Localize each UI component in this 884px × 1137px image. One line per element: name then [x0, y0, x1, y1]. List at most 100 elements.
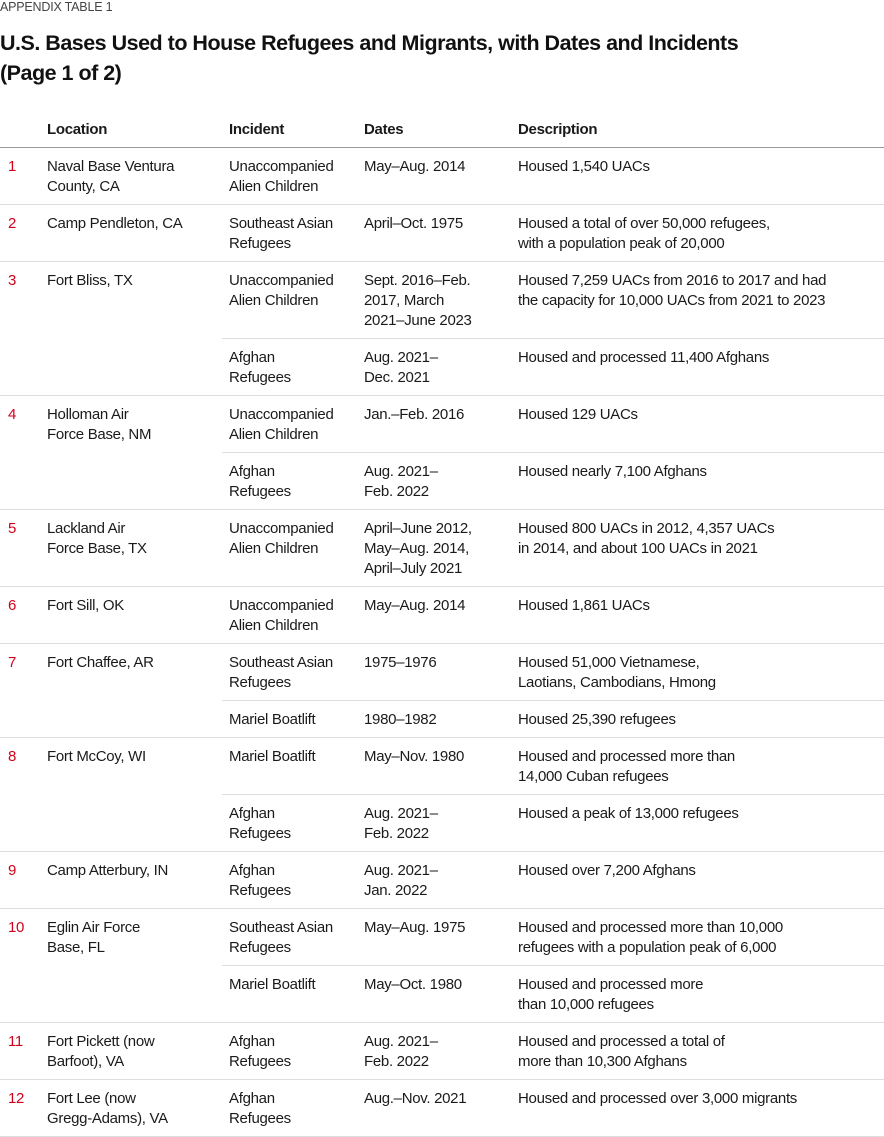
description-cell-line: 14,000 Cuban refugees: [518, 768, 669, 785]
row-number: 3: [0, 261, 47, 396]
dates-cell-line: Jan.–Feb. 2016: [364, 406, 465, 423]
appendix-label: APPENDIX TABLE 1: [0, 0, 113, 14]
incident-cell: Mariel Boatlift: [222, 737, 364, 795]
incident-cell-line: Afghan: [229, 1090, 275, 1107]
bases-table: Location Incident Dates Description 1 Nav…: [0, 112, 884, 1137]
incident-cell-line: Unaccompanied: [229, 158, 334, 175]
dates-cell-line: Feb. 2022: [364, 1053, 429, 1070]
incident-cell-line: Southeast Asian: [229, 654, 333, 671]
location-cell: Fort Lee (now Gregg-Adams), VA: [47, 1079, 222, 1137]
description-cell: Housed a peak of 13,000 refugees: [518, 794, 884, 852]
dates-cell: May–Oct. 1980: [364, 965, 518, 1023]
header-number: [0, 112, 47, 148]
dates-cell: May–Nov. 1980: [364, 737, 518, 795]
table-row: 2 Camp Pendleton, CA Southeast Asian Refuge…: [0, 204, 884, 262]
description-cell-line: than 10,000 refugees: [518, 996, 654, 1013]
location-cell: Naval Base Ventura County, CA: [47, 147, 222, 205]
incident-cell-line: Alien Children: [229, 617, 319, 634]
dates-cell-line: April–July 2021: [364, 560, 463, 577]
incident-cell-line: Mariel Boatlift: [229, 748, 316, 765]
page-title: U.S. Bases Used to House Refugees and Mi…: [0, 28, 884, 88]
description-cell-line: the capacity for 10,000 UACs from 2021 t…: [518, 292, 826, 309]
description-cell-line: Housed and processed more than 10,000: [518, 919, 783, 936]
description-cell: Housed and processed a total of more than…: [518, 1022, 884, 1080]
description-cell: Housed a total of over 50,000 refugees, w…: [518, 204, 884, 262]
description-cell: Housed 25,390 refugees: [518, 700, 884, 738]
dates-cell-line: Aug. 2021–: [364, 1033, 438, 1050]
description-cell-line: Housed 7,259 UACs from 2016 to 2017 and …: [518, 272, 827, 289]
description-cell-line: Housed nearly 7,100 Afghans: [518, 463, 707, 480]
description-cell: Housed and processed more than 14,000 Cub…: [518, 737, 884, 795]
incident-cell-line: Unaccompanied: [229, 272, 334, 289]
dates-cell-line: May–Aug. 2014: [364, 597, 466, 614]
table-row: 11 Fort Pickett (now Barfoot), VA Afghan Ref…: [0, 1022, 884, 1080]
location-cell-line: Fort Bliss, TX: [47, 272, 133, 289]
dates-cell-line: Sept. 2016–Feb.: [364, 272, 471, 289]
dates-cell-line: April–June 2012,: [364, 520, 472, 537]
location-cell-line: Holloman Air: [47, 406, 129, 423]
incident-cell-line: Unaccompanied: [229, 597, 334, 614]
incident-cell: Afghan Refugees: [222, 338, 364, 396]
incident-cell-line: Afghan: [229, 805, 275, 822]
description-cell-line: more than 10,300 Afghans: [518, 1053, 687, 1070]
incident-cell-line: Mariel Boatlift: [229, 711, 316, 728]
dates-cell-line: Feb. 2022: [364, 483, 429, 500]
incident-cell-line: Southeast Asian: [229, 215, 333, 232]
incident-cell: Afghan Refugees: [222, 851, 364, 909]
row-number: 9: [0, 851, 47, 909]
table-row: 1 Naval Base Ventura County, CA Unaccompani…: [0, 147, 884, 205]
dates-cell-line: 2021–June 2023: [364, 312, 472, 329]
dates-cell-line: May–Oct. 1980: [364, 976, 462, 993]
location-cell-line: Camp Pendleton, CA: [47, 215, 183, 232]
dates-cell-line: Aug. 2021–: [364, 805, 438, 822]
title-line-2: (Page 1 of 2): [0, 61, 122, 85]
dates-cell: Aug.–Nov. 2021: [364, 1079, 518, 1137]
location-cell: Fort Pickett (now Barfoot), VA: [47, 1022, 222, 1080]
header-description: Description: [518, 112, 884, 148]
location-cell: Camp Atterbury, IN: [47, 851, 222, 909]
dates-cell: May–Aug. 2014: [364, 586, 518, 644]
location-cell-line: Fort Pickett (now: [47, 1033, 155, 1050]
description-cell-line: Housed and processed more than: [518, 748, 735, 765]
description-cell-line: Housed over 7,200 Afghans: [518, 862, 696, 879]
location-cell: Fort Chaffee, AR: [47, 643, 222, 738]
header-dates: Dates: [364, 112, 518, 148]
description-cell: Housed and processed 11,400 Afghans: [518, 338, 884, 396]
location-cell: Fort McCoy, WI: [47, 737, 222, 852]
dates-cell-line: May–Aug. 2014,: [364, 540, 470, 557]
dates-cell: April–June 2012, May–Aug. 2014, April–July…: [364, 509, 518, 587]
incident-cell: Southeast Asian Refugees: [222, 908, 364, 966]
table-row: 6 Fort Sill, OK Unaccompanied Alien Childre…: [0, 586, 884, 644]
description-cell: Housed 129 UACs: [518, 395, 884, 453]
incident-cell-line: Afghan: [229, 349, 275, 366]
incident-cell-line: Refugees: [229, 235, 291, 252]
location-cell-line: Gregg-Adams), VA: [47, 1110, 168, 1127]
incident-cell: Mariel Boatlift: [222, 700, 364, 738]
description-cell-line: Housed and processed over 3,000 migrants: [518, 1090, 798, 1107]
dates-cell-line: 1975–1976: [364, 654, 437, 671]
row-number: 5: [0, 509, 47, 587]
description-cell: Housed and processed more than 10,000 ref…: [518, 908, 884, 966]
dates-cell-line: 1980–1982: [364, 711, 437, 728]
dates-cell-line: 2017, March: [364, 292, 445, 309]
description-cell: Housed 1,861 UACs: [518, 586, 884, 644]
description-cell-line: Housed 1,540 UACs: [518, 158, 650, 175]
row-number: 12: [0, 1079, 47, 1137]
title-line-1: U.S. Bases Used to House Refugees and Mi…: [0, 31, 739, 55]
incident-cell-line: Southeast Asian: [229, 919, 333, 936]
location-cell: Eglin Air Force Base, FL: [47, 908, 222, 1023]
description-cell: Housed over 7,200 Afghans: [518, 851, 884, 909]
location-cell-line: Lackland Air: [47, 520, 126, 537]
table-row: 3 Fort Bliss, TX Unaccompanied Alien Childr…: [0, 261, 884, 396]
table-row: Mariel Boatlift May–Oct. 1980 Housed and p…: [0, 965, 884, 1023]
dates-cell: Aug. 2021– Feb. 2022: [364, 794, 518, 852]
header-location: Location: [47, 112, 222, 148]
description-cell-line: Housed and processed more: [518, 976, 704, 993]
incident-cell-line: Refugees: [229, 483, 291, 500]
dates-cell: Aug. 2021– Feb. 2022: [364, 452, 518, 510]
table-row: 8 Fort McCoy, WI Mariel Boatlift May–Nov. 1…: [0, 737, 884, 852]
dates-cell-line: May–Aug. 2014: [364, 158, 466, 175]
table-row: Afghan Refugees Aug. 2021– Dec. 2021 Housed …: [0, 338, 884, 396]
incident-cell-line: Alien Children: [229, 426, 319, 443]
row-number: 1: [0, 147, 47, 205]
